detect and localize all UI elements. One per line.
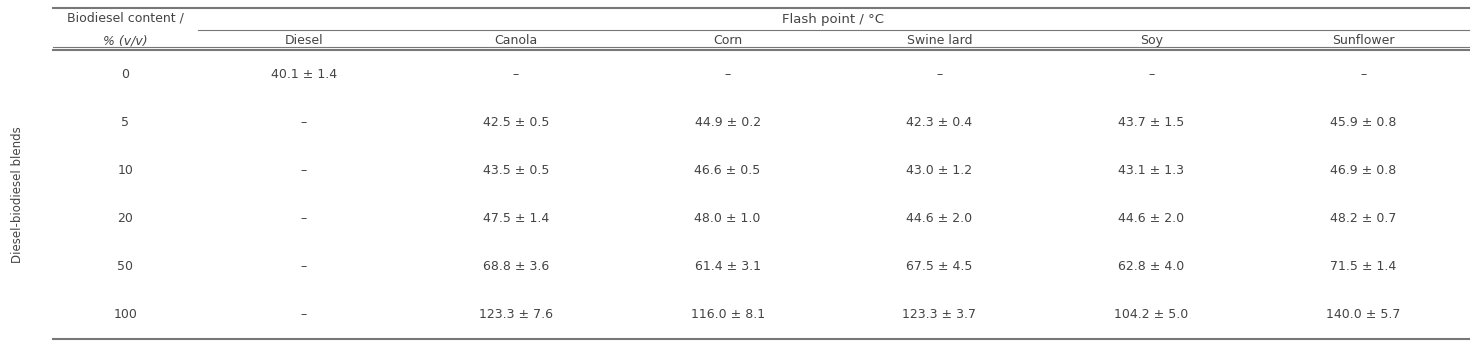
Text: 71.5 ± 1.4: 71.5 ± 1.4 xyxy=(1329,260,1396,273)
Text: 140.0 ± 5.7: 140.0 ± 5.7 xyxy=(1326,308,1400,321)
Text: Swine lard: Swine lard xyxy=(907,34,972,46)
Text: 10: 10 xyxy=(118,164,133,177)
Text: 61.4 ± 3.1: 61.4 ± 3.1 xyxy=(694,260,761,273)
Text: 44.6 ± 2.0: 44.6 ± 2.0 xyxy=(907,212,972,225)
Text: 123.3 ± 3.7: 123.3 ± 3.7 xyxy=(902,308,976,321)
Text: 43.0 ± 1.2: 43.0 ± 1.2 xyxy=(907,164,972,177)
Text: 0: 0 xyxy=(121,68,130,81)
Text: –: – xyxy=(936,68,942,81)
Text: 48.0 ± 1.0: 48.0 ± 1.0 xyxy=(694,212,761,225)
Text: –: – xyxy=(513,68,518,81)
Text: 44.6 ± 2.0: 44.6 ± 2.0 xyxy=(1118,212,1185,225)
Text: 116.0 ± 8.1: 116.0 ± 8.1 xyxy=(691,308,765,321)
Text: 43.7 ± 1.5: 43.7 ± 1.5 xyxy=(1118,116,1185,129)
Text: 40.1 ± 1.4: 40.1 ± 1.4 xyxy=(270,68,337,81)
Text: –: – xyxy=(301,308,307,321)
Text: 104.2 ± 5.0: 104.2 ± 5.0 xyxy=(1114,308,1189,321)
Text: 45.9 ± 0.8: 45.9 ± 0.8 xyxy=(1329,116,1396,129)
Text: –: – xyxy=(301,116,307,129)
Text: –: – xyxy=(1148,68,1155,81)
Text: 42.5 ± 0.5: 42.5 ± 0.5 xyxy=(483,116,549,129)
Text: 123.3 ± 7.6: 123.3 ± 7.6 xyxy=(479,308,552,321)
Text: Sunflower: Sunflower xyxy=(1332,34,1394,46)
Text: 46.6 ± 0.5: 46.6 ± 0.5 xyxy=(694,164,761,177)
Text: –: – xyxy=(301,260,307,273)
Text: 100: 100 xyxy=(114,308,137,321)
Text: % (v/v): % (v/v) xyxy=(103,34,148,48)
Text: –: – xyxy=(1360,68,1366,81)
Text: –: – xyxy=(301,164,307,177)
Text: Canola: Canola xyxy=(495,34,538,46)
Text: 50: 50 xyxy=(118,260,133,273)
Text: –: – xyxy=(301,212,307,225)
Text: 44.9 ± 0.2: 44.9 ± 0.2 xyxy=(694,116,761,129)
Text: Flash point / °C: Flash point / °C xyxy=(783,12,885,25)
Text: Soy: Soy xyxy=(1140,34,1162,46)
Text: Diesel-biodiesel blends: Diesel-biodiesel blends xyxy=(10,126,24,263)
Text: 48.2 ± 0.7: 48.2 ± 0.7 xyxy=(1329,212,1396,225)
Text: 42.3 ± 0.4: 42.3 ± 0.4 xyxy=(907,116,972,129)
Text: 47.5 ± 1.4: 47.5 ± 1.4 xyxy=(483,212,549,225)
Text: –: – xyxy=(724,68,731,81)
Text: 68.8 ± 3.6: 68.8 ± 3.6 xyxy=(483,260,549,273)
Text: 5: 5 xyxy=(121,116,130,129)
Text: Diesel: Diesel xyxy=(285,34,323,46)
Text: Corn: Corn xyxy=(713,34,741,46)
Text: Biodiesel content /: Biodiesel content / xyxy=(66,11,185,24)
Text: 67.5 ± 4.5: 67.5 ± 4.5 xyxy=(907,260,972,273)
Text: 46.9 ± 0.8: 46.9 ± 0.8 xyxy=(1329,164,1396,177)
Text: 43.1 ± 1.3: 43.1 ± 1.3 xyxy=(1118,164,1185,177)
Text: 43.5 ± 0.5: 43.5 ± 0.5 xyxy=(483,164,549,177)
Text: 62.8 ± 4.0: 62.8 ± 4.0 xyxy=(1118,260,1185,273)
Text: 20: 20 xyxy=(118,212,133,225)
